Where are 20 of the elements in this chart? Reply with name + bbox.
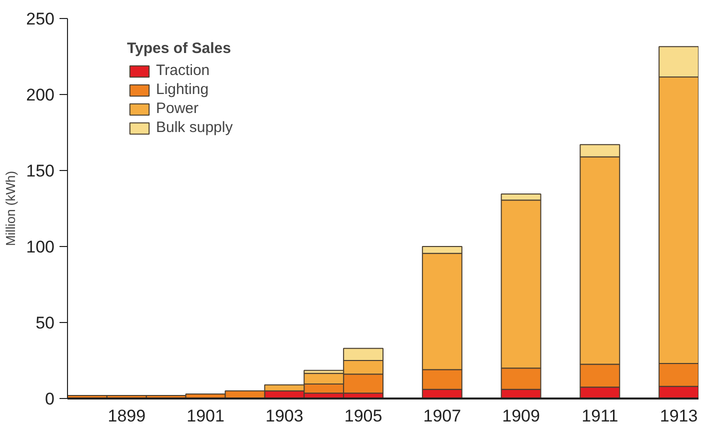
y-tick-label: 0 [45, 390, 55, 408]
legend-label: Power [156, 100, 199, 117]
y-tick-label: 250 [26, 10, 55, 28]
y-axis-title: Million (kWh) [3, 170, 18, 246]
x-tick-label: 1913 [660, 406, 698, 424]
x-tick-label: 1903 [265, 406, 304, 424]
y-tick-label: 200 [26, 86, 55, 104]
y-tick-label: 100 [26, 238, 55, 256]
legend-title: Types of Sales [127, 40, 232, 57]
x-tick-label: 1909 [502, 406, 540, 424]
y-tick-label: 150 [26, 162, 55, 180]
legend-label: Bulk supply [156, 119, 233, 136]
x-tick-label: 1905 [344, 406, 382, 424]
x-tick-label: 1901 [186, 406, 224, 424]
x-tick-label: 1899 [108, 406, 146, 424]
y-tick-label: 50 [36, 314, 55, 332]
x-tick-label: 1911 [582, 406, 618, 424]
x-tick-label: 1907 [423, 406, 462, 424]
legend-label: Lighting [156, 81, 209, 98]
legend-label: Traction [156, 62, 210, 79]
